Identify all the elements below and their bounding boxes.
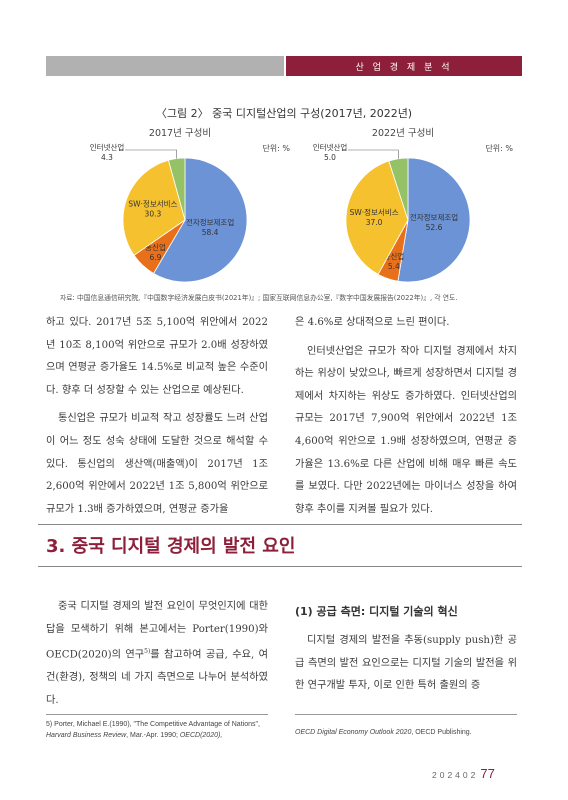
paragraph: 은 4.6%로 상대적으로 느린 편이다.	[295, 317, 450, 328]
slice-value: 58.4	[202, 228, 219, 237]
text-run: , Mar.-Apr. 1990;	[126, 732, 180, 739]
body-column-left: 하고 있다. 2017년 5조 5,100억 위안에서 2022년 10조 8,…	[46, 312, 268, 521]
paragraph: 통신업은 규모가 비교적 작고 성장률도 느려 산업이 어느 정도 성숙 상태에…	[46, 413, 268, 515]
slice-label: 전자정보제조업	[410, 212, 458, 222]
section-body-left: 중국 디지털 경제의 발전 요인이 무엇인지에 대한 답을 모색하기 위해 본고…	[46, 596, 268, 712]
text-run: OECD(2020),	[179, 732, 223, 739]
report-name: OECD Digital Economy Outlook 2020	[295, 729, 412, 736]
section-label: 산 업 경 제 분 석	[286, 56, 522, 76]
pie-chart-2022: 2022년 구성비 단위: % 전자정보제조업 52.6 통신업 5.4 SW·정보서비…	[293, 125, 513, 290]
slice-value: 5.4	[388, 262, 400, 271]
section-rule	[38, 566, 522, 567]
slice-label: SW·정보서비스	[128, 198, 177, 208]
text-run: 5) Porter, Michael E.(1990), "The Compet…	[46, 721, 260, 728]
pie-title: 2017년 구성비	[148, 128, 212, 139]
journal-name: Harvard Business Review	[46, 732, 127, 739]
pie-slice	[153, 157, 248, 283]
unit-label: 단위: %	[262, 144, 290, 153]
slice-value: 6.9	[150, 253, 162, 262]
paragraph: 중국 디지털 경제의 발전 요인이 무엇인지에 대한 답을 모색하기 위해 본고…	[46, 596, 268, 712]
pie-title: 2022년 구성비	[371, 128, 435, 139]
text-run: 중국 디지털 경제의 발전 요인이 무엇인지에 대한 답을 모색하기 위해 본고…	[46, 601, 268, 661]
footnote-ref: 5)	[144, 648, 151, 656]
slice-label: 통신업	[383, 252, 404, 261]
slice-value: 30.3	[145, 209, 162, 218]
pie-slice	[397, 157, 471, 283]
body-column-right: 은 4.6%로 상대적으로 느린 편이다. 인터넷산업은 규모가 작아 디지털 …	[295, 312, 517, 521]
subsection-title: (1) 공급 측면: 디지털 기술의 혁신	[295, 605, 458, 618]
footnote-right: OECD Digital Economy Outlook 2020, OECD …	[295, 727, 517, 738]
slice-label: 인터넷산업	[90, 142, 125, 152]
paragraph: 인터넷산업은 규모가 작아 디지털 경제에서 차지하는 위상이 낮았으나, 빠르…	[295, 345, 517, 515]
slice-value: 5.0	[324, 153, 336, 162]
slice-value: 4.3	[101, 153, 113, 162]
footnote-left: 5) Porter, Michael E.(1990), "The Compet…	[46, 719, 278, 741]
page-footer: 202402 77	[432, 765, 495, 783]
pie-slice	[345, 160, 409, 275]
leader-line	[125, 149, 177, 159]
slice-label: 인터넷산업	[313, 142, 348, 152]
header-bar	[46, 56, 284, 76]
section-title: 3. 중국 디지털 경제의 발전 요인	[46, 536, 296, 557]
footnote-rule	[295, 714, 517, 715]
paragraph: 디지털 경제의 발전을 추동(supply push)한 공급 측면의 발전 요…	[295, 635, 517, 692]
figure-source: 자료: 中国信息通信研究院,『中国数字经济发展白皮书(2021年)』; 国家互联…	[60, 294, 458, 302]
page-number: 77	[480, 766, 495, 781]
slice-label: SW·정보서비스	[350, 207, 399, 217]
figure-title: 〈그림 2〉 중국 디지털산업의 구성(2017년, 2022년)	[155, 107, 413, 120]
text-run: 를 참고하여 공급, 수요, 여건(환경), 정책의 네 가지 측면으로 나누어…	[46, 649, 269, 706]
slice-value: 37.0	[366, 218, 383, 227]
issue-date: 202402	[432, 770, 479, 780]
text-run: , OECD Publishing.	[411, 729, 472, 736]
unit-label: 단위: %	[485, 144, 513, 153]
slice-value: 52.6	[426, 223, 443, 232]
pie-chart-2017: 2017년 구성비 단위: % 전자정보제조업 58.4 통신업 6.9 SW·정보서비…	[70, 125, 290, 290]
slice-label: 통신업	[145, 243, 166, 252]
pie-slice	[122, 159, 186, 256]
slice-label: 전자정보제조업	[186, 217, 234, 227]
footnote-rule	[46, 714, 268, 715]
leader-line	[348, 149, 399, 159]
section-body-right: 디지털 경제의 발전을 추동(supply push)한 공급 측면의 발전 요…	[295, 630, 517, 698]
paragraph: 하고 있다. 2017년 5조 5,100억 위안에서 2022년 10조 8,…	[46, 317, 268, 396]
section-rule	[38, 524, 522, 525]
